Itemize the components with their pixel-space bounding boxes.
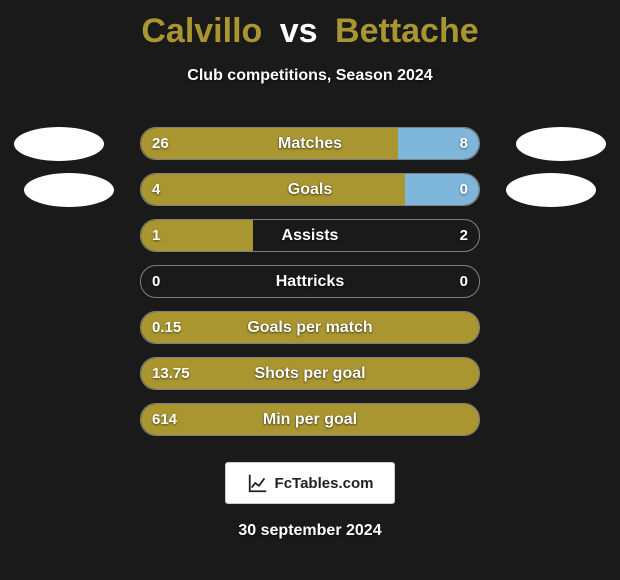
- footer: FcTables.com 30 september 2024: [0, 462, 620, 540]
- bar-fill-left: [141, 312, 479, 343]
- site-name: FcTables.com: [275, 475, 374, 492]
- bar-track: [140, 127, 480, 160]
- chart-icon: [247, 472, 269, 494]
- bar-track: [140, 311, 480, 344]
- title: Calvillo vs Bettache: [0, 12, 620, 51]
- bar-fill-left: [141, 404, 479, 435]
- stat-row: Matches268: [140, 127, 480, 160]
- player1-avatar-placeholder-1: [14, 127, 104, 161]
- bar-fill-right: [398, 128, 479, 159]
- title-vs: vs: [280, 12, 318, 50]
- title-player2: Bettache: [335, 12, 479, 50]
- stat-bars: Matches268 Goals40 Assists12 Hattricks00 Goa…: [140, 127, 480, 449]
- subtitle: Club competitions, Season 2024: [0, 67, 620, 85]
- bar-track: [140, 403, 480, 436]
- stat-row: Shots per goal13.75: [140, 357, 480, 390]
- root: Calvillo vs Bettache Club competitions, …: [0, 0, 620, 580]
- player2-avatar-placeholder-2: [506, 173, 596, 207]
- stat-row: Hattricks00: [140, 265, 480, 298]
- bar-fill-left: [141, 358, 479, 389]
- stat-row: Goals40: [140, 173, 480, 206]
- bar-fill-right: [405, 174, 479, 205]
- stat-row: Goals per match0.15: [140, 311, 480, 344]
- bar-fill-left: [141, 174, 405, 205]
- player2-avatar-placeholder-1: [516, 127, 606, 161]
- bar-fill-left: [141, 220, 253, 251]
- stat-row: Assists12: [140, 219, 480, 252]
- stat-row: Min per goal614: [140, 403, 480, 436]
- site-badge: FcTables.com: [225, 462, 395, 504]
- title-player1: Calvillo: [141, 12, 262, 50]
- player1-avatar-placeholder-2: [24, 173, 114, 207]
- bar-track: [140, 173, 480, 206]
- bar-fill-left: [141, 128, 398, 159]
- bar-track: [140, 357, 480, 390]
- footer-date: 30 september 2024: [238, 522, 381, 540]
- bar-track: [140, 219, 480, 252]
- bar-track: [140, 265, 480, 298]
- stats-area: Matches268 Goals40 Assists12 Hattricks00 Goa…: [0, 127, 620, 437]
